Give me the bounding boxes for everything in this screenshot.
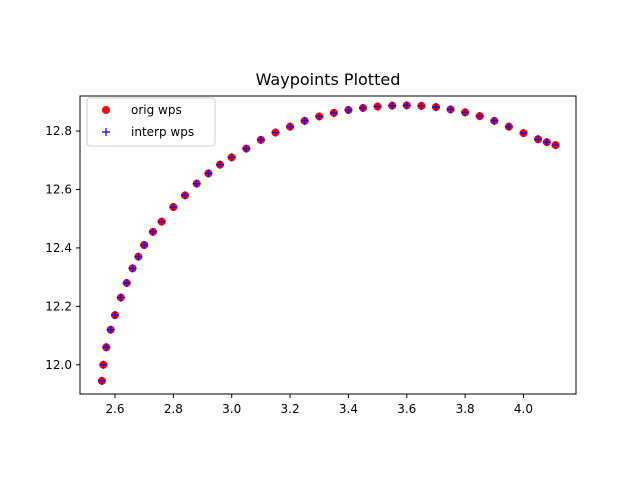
data-point-interp xyxy=(204,169,213,178)
data-point-interp xyxy=(388,101,397,110)
data-point-interp xyxy=(192,179,201,188)
x-tick-label: 3.0 xyxy=(222,402,241,416)
y-tick-label: 12.4 xyxy=(45,241,72,255)
data-point-interp xyxy=(122,278,131,287)
data-point-interp xyxy=(446,105,455,114)
data-point-interp xyxy=(242,144,251,153)
data-point-interp xyxy=(134,252,143,261)
data-point-interp xyxy=(256,135,265,144)
data-point-interp xyxy=(102,343,111,352)
legend-label: interp wps xyxy=(131,125,194,139)
data-point-interp xyxy=(300,116,309,125)
data-point-interp xyxy=(140,241,149,249)
data-point-interp xyxy=(519,129,528,138)
data-point-interp xyxy=(373,102,382,111)
x-tick-label: 3.8 xyxy=(456,402,475,416)
axes-frame xyxy=(79,95,577,395)
series-orig-wps xyxy=(97,101,560,385)
data-point-interp xyxy=(490,116,499,125)
data-point-interp xyxy=(286,122,295,131)
data-point-interp xyxy=(315,112,324,121)
data-point-interp xyxy=(97,376,106,385)
data-point-interp xyxy=(344,106,353,115)
plot-area: 2.6 2.8 3.0 3.2 3.4 3.6 3.8 4.0 12.0 12.2 12.4 12.6… xyxy=(45,95,577,416)
data-point-interp xyxy=(551,141,560,150)
series-interp-wps xyxy=(97,101,560,385)
legend-box xyxy=(86,97,216,147)
data-point-interp xyxy=(227,153,236,162)
x-tick-label: 3.6 xyxy=(397,402,416,416)
x-tick-label: 2.6 xyxy=(105,402,124,416)
data-point-interp xyxy=(417,101,426,110)
chart-title: Waypoints Plotted xyxy=(256,70,401,89)
data-point-interp xyxy=(148,227,157,236)
data-point-interp xyxy=(111,311,120,320)
data-point-interp xyxy=(359,103,368,112)
data-point-interp xyxy=(116,293,125,302)
data-point-interp xyxy=(431,103,440,112)
x-tick-label: 3.2 xyxy=(281,402,300,416)
y-tick-label: 12.0 xyxy=(45,358,72,372)
legend-marker-orig xyxy=(102,106,110,114)
data-point-interp xyxy=(475,112,484,121)
data-point-interp xyxy=(169,203,178,212)
data-point-interp xyxy=(181,191,190,200)
x-tick-label: 2.8 xyxy=(164,402,183,416)
data-point-interp xyxy=(329,108,338,117)
y-tick-label: 12.2 xyxy=(45,299,72,313)
data-point-interp xyxy=(216,160,225,169)
data-point-interp xyxy=(504,122,513,131)
data-point-interp xyxy=(99,360,108,369)
data-point-interp xyxy=(542,138,551,147)
x-tick-label: 4.0 xyxy=(514,402,533,416)
data-point-interp xyxy=(402,101,411,110)
data-point-interp xyxy=(271,128,280,137)
y-tick-label: 12.6 xyxy=(45,182,72,196)
x-tick-label: 3.4 xyxy=(339,402,358,416)
y-tick-label: 12.8 xyxy=(45,124,72,138)
legend: orig wps interp wps xyxy=(86,97,216,147)
data-point-interp xyxy=(128,264,137,273)
data-point-interp xyxy=(461,108,470,117)
legend-label: orig wps xyxy=(131,103,182,117)
data-point-interp xyxy=(534,135,543,144)
data-point-interp xyxy=(157,217,166,226)
data-point-interp xyxy=(106,325,115,334)
legend-marker-interp xyxy=(102,128,110,136)
